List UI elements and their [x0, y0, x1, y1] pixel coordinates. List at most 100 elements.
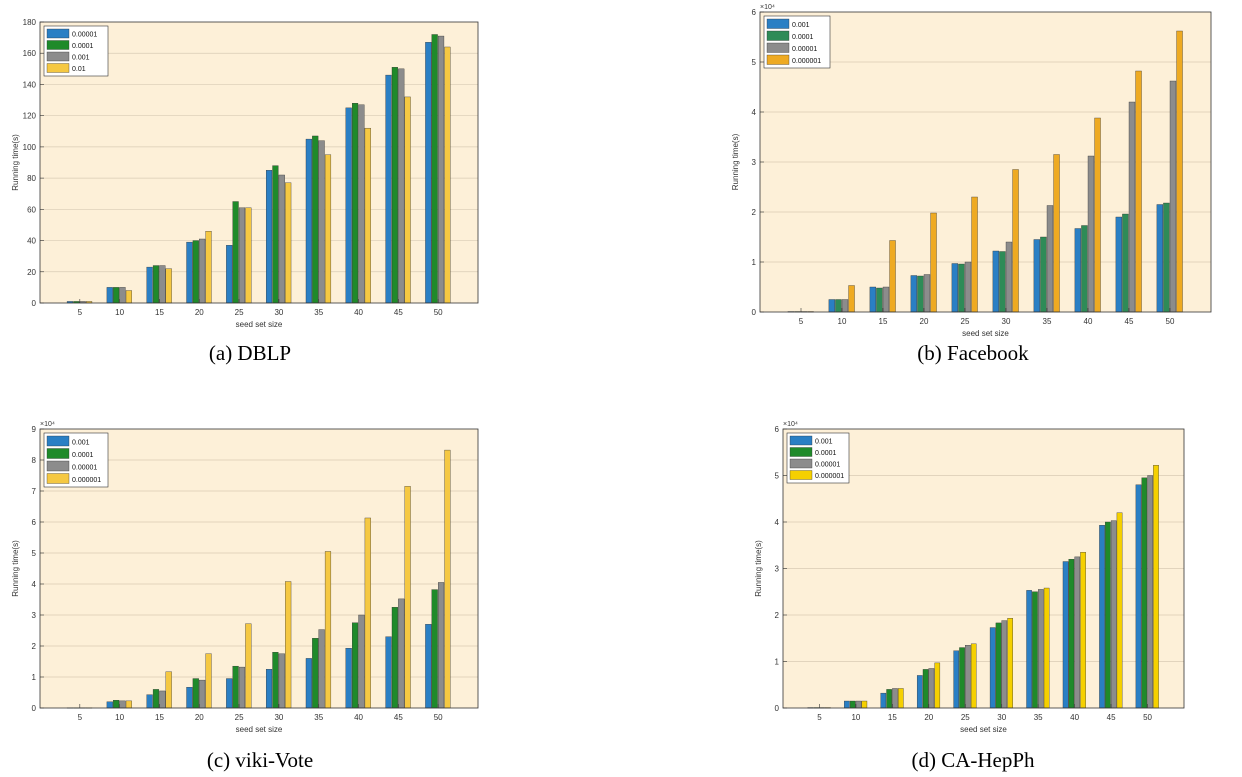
legend-label: 0.00001 [72, 465, 97, 472]
bar-0.00001-25 [965, 645, 971, 709]
legend-swatch-0.001 [789, 435, 813, 446]
x-tick-label: 30 [274, 713, 283, 722]
bar-0.01-45 [404, 96, 411, 304]
bar-0.00001-40 [1074, 556, 1081, 709]
bar-0.000001-35 [1053, 154, 1060, 313]
x-tick-label: 35 [314, 713, 323, 722]
bar-0.001-20 [199, 238, 206, 304]
legend-swatch-0.000001 [789, 470, 813, 480]
axes-frame [39, 21, 479, 304]
bar-0.00001-35 [305, 138, 312, 304]
bar-0.001-35 [1026, 590, 1032, 709]
y-tick-label: 7 [32, 487, 37, 496]
bar-0.001-40 [345, 647, 352, 709]
y-tick-label: 8 [32, 456, 37, 465]
bar-0.001-35 [1033, 239, 1041, 313]
y-tick-label: 120 [23, 112, 37, 121]
x-axis-label: seed set size [960, 725, 1007, 734]
bar-0.00001-30 [265, 170, 273, 304]
bar-0.0001-35 [1040, 236, 1047, 313]
y-axis-exponent: ×10⁴ [760, 4, 775, 11]
legend-swatch-0.000001 [46, 473, 70, 484]
x-tick-label: 15 [155, 713, 164, 722]
legend-swatch-0.0001 [766, 30, 790, 41]
bar-0.000001-35 [324, 551, 332, 709]
legend-swatch-0.01 [46, 63, 70, 73]
bar-0.000001-25 [971, 196, 978, 313]
bar-0.000001-45 [1116, 512, 1123, 709]
legend-label: 0.001 [815, 439, 833, 446]
y-tick-label: 40 [27, 237, 36, 246]
legend-label: 0.0001 [815, 450, 837, 457]
bar-0.001-50 [438, 35, 445, 304]
legend-label: 0.01 [72, 66, 86, 73]
legend-swatch-0.00001 [766, 42, 790, 53]
bar-0.0001-10 [835, 299, 842, 313]
bar-0.001-40 [1074, 228, 1082, 313]
bar-0.0001-25 [958, 263, 965, 313]
legend-swatch-0.00001 [789, 458, 813, 469]
bar-0.00001-45 [1110, 520, 1117, 709]
y-tick-label: 1 [775, 658, 780, 667]
x-tick-label: 15 [888, 713, 897, 722]
bar-0.00001-15 [882, 286, 890, 313]
bar-0.01-50 [444, 46, 451, 304]
bar-0.01-25 [245, 207, 252, 304]
bar-0.0001-30 [272, 165, 279, 304]
bar-0.000001-20 [934, 662, 941, 709]
y-tick-label: 4 [32, 580, 37, 589]
bar-0.000001-25 [970, 643, 977, 709]
bar-0.001-15 [159, 265, 166, 304]
legend-swatch-0.001 [46, 51, 70, 62]
bar-0.001-10 [106, 701, 113, 709]
y-tick-label: 4 [752, 108, 757, 117]
y-axis-exponent: ×10⁴ [40, 421, 55, 428]
legend-label: 0.00001 [815, 462, 840, 469]
bar-0.0001-10 [113, 700, 120, 709]
y-tick-label: 140 [23, 80, 37, 89]
bar-0.001-30 [278, 174, 285, 304]
x-tick-label: 35 [1043, 317, 1052, 326]
y-tick-label: 4 [775, 518, 780, 527]
bar-0.00001-20 [928, 668, 935, 709]
bar-0.001-30 [265, 669, 273, 709]
bar-0.001-45 [385, 636, 392, 709]
legend-swatch-0.00001 [46, 28, 70, 39]
legend: 0.001 0.0001 0.00001 0.000001 [763, 15, 831, 69]
bar-0.0001-15 [886, 689, 892, 709]
y-tick-label: 6 [32, 518, 37, 527]
bar-0.000001-40 [1080, 552, 1086, 709]
bar-0.001-15 [146, 694, 153, 709]
bar-0.001-35 [318, 140, 325, 304]
y-axis-label: Running time(s) [11, 134, 20, 191]
bar-0.00001-35 [1046, 205, 1054, 313]
bar-0.01-40 [364, 127, 371, 304]
bar-0.00001-25 [238, 666, 246, 709]
y-tick-label: 0 [775, 704, 780, 713]
y-tick-label: 2 [32, 642, 37, 651]
bar-0.000001-10 [848, 285, 855, 313]
x-tick-label: 10 [838, 317, 847, 326]
bar-0.0001-20 [922, 669, 929, 709]
legend-label: 0.000001 [72, 477, 101, 484]
bar-0.0001-15 [876, 287, 883, 313]
bar-0.001-45 [398, 68, 405, 304]
x-tick-label: 30 [274, 308, 283, 317]
bar-0.00001-25 [226, 245, 233, 304]
x-tick-label: 40 [1070, 713, 1079, 722]
x-axis-label: seed set size [962, 329, 1009, 338]
axes-frame [39, 428, 479, 709]
bar-0.01-10 [125, 290, 132, 304]
y-tick-label: 100 [23, 143, 37, 152]
legend-label: 0.0001 [72, 43, 94, 50]
bar-0.00001-10 [106, 287, 113, 304]
y-tick-label: 3 [775, 565, 780, 574]
legend-label: 0.001 [72, 55, 90, 62]
x-tick-label: 25 [961, 713, 970, 722]
legend-swatch-0.0001 [789, 447, 813, 457]
bar-0.000001-40 [364, 517, 371, 709]
y-tick-label: 0 [32, 704, 37, 713]
bar-0.001-30 [992, 250, 1000, 313]
x-tick-label: 50 [1143, 713, 1152, 722]
